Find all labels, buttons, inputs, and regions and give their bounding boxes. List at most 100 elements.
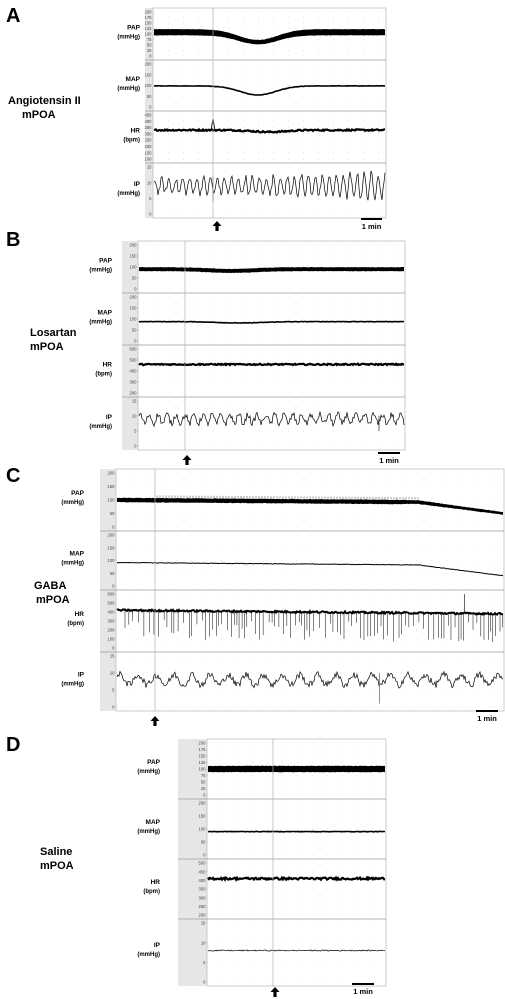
tick-label: 0 xyxy=(112,525,115,530)
track-unit: (mmHg) xyxy=(61,561,84,567)
tick-label: 5 xyxy=(112,688,115,693)
track-unit: (mmHg) xyxy=(137,769,160,775)
trace-ip xyxy=(116,670,504,689)
tick-label: 0 xyxy=(149,105,152,110)
tick-label: 500 xyxy=(108,601,116,606)
axis-strip xyxy=(145,8,153,218)
track-name: MAP xyxy=(70,551,85,558)
track-ip: IP (mmHg) 0 5 10 15 xyxy=(117,162,386,217)
tick-label: 400 xyxy=(108,610,116,615)
track-name: IP xyxy=(154,942,161,949)
track-map: MAP (mmHg) 0 50 100 150 200 xyxy=(89,292,405,344)
trace-hr xyxy=(153,127,386,134)
track-hr: HR (bpm) 200 300 400 500 600 xyxy=(95,344,405,396)
tick-label: 10 xyxy=(132,414,137,419)
trace-map xyxy=(153,84,386,96)
tick-label: 50 xyxy=(110,511,115,516)
panel-caption-line1: Angiotensin II xyxy=(8,95,81,107)
tick-label: 0 xyxy=(203,793,206,798)
panel-letter: B xyxy=(6,229,20,251)
tick-label: 75 xyxy=(147,37,152,42)
track-name: MAP xyxy=(126,76,141,83)
tick-label: 500 xyxy=(199,861,207,866)
tick-label: 5 xyxy=(134,429,137,434)
tick-label: 150 xyxy=(145,72,153,77)
trace-map xyxy=(116,561,504,577)
tick-label: 200 xyxy=(199,913,207,918)
track-name: PAP xyxy=(99,257,113,264)
track-unit: (mmHg) xyxy=(117,191,140,197)
track-unit: (bpm) xyxy=(95,371,112,377)
panel-caption-line2: mPOA xyxy=(36,594,70,606)
tick-label: 400 xyxy=(130,369,138,374)
tick-label: 300 xyxy=(145,131,153,136)
tick-label: 400 xyxy=(145,119,153,124)
time-scale-label: 1 min xyxy=(362,222,382,231)
tick-label: 75 xyxy=(201,773,206,778)
panel-caption-line1: GABA xyxy=(34,580,66,592)
tick-label: 200 xyxy=(108,471,116,476)
track-name: HR xyxy=(151,879,161,886)
panel-d: DSalinemPOAPAP(mmHg)02550751001251501752… xyxy=(6,734,387,997)
tick-label: 200 xyxy=(199,741,207,746)
tick-label: 150 xyxy=(108,545,116,550)
track-unit: (mmHg) xyxy=(137,952,160,958)
trace-ip xyxy=(207,949,386,952)
panel-caption-line1: Losartan xyxy=(30,327,77,339)
tick-label: 350 xyxy=(199,887,207,892)
axis-strip xyxy=(122,241,138,450)
tick-label: 0 xyxy=(149,54,152,59)
track-map: MAP (mmHg) 0 50 100 150 200 xyxy=(137,798,386,858)
trace-pap xyxy=(139,267,404,274)
tick-label: 200 xyxy=(130,391,138,396)
tick-label: 5 xyxy=(203,960,206,965)
trace-pap xyxy=(117,497,503,515)
tick-label: 0 xyxy=(112,584,115,589)
trace-map xyxy=(138,320,404,324)
tick-label: 400 xyxy=(199,878,207,883)
tick-label: 25 xyxy=(201,786,206,791)
track-name: HR xyxy=(103,361,113,368)
tick-label: 0 xyxy=(134,287,137,292)
panel-letter: D xyxy=(6,734,20,756)
tick-label: 200 xyxy=(145,144,153,149)
tick-label: 300 xyxy=(108,619,116,624)
tick-label: 200 xyxy=(130,295,138,300)
tick-label: 150 xyxy=(145,21,153,26)
tick-label: 300 xyxy=(199,895,207,900)
plot-frame xyxy=(152,7,387,219)
track-name: HR xyxy=(131,127,141,134)
track-hr: HR (bpm) 200 250 300 350 400 450 500 xyxy=(143,858,386,918)
injection-arrow-icon xyxy=(182,455,192,465)
tick-label: 175 xyxy=(199,747,207,752)
tick-label: 50 xyxy=(201,840,206,845)
tick-label: 200 xyxy=(130,243,138,248)
tick-label: 125 xyxy=(145,26,153,31)
trace-map xyxy=(207,830,385,833)
track-name: IP xyxy=(78,672,85,679)
tick-label: 500 xyxy=(130,358,138,363)
trace-hr xyxy=(207,875,386,882)
tick-label: 100 xyxy=(108,637,116,642)
track-name: IP xyxy=(106,414,113,421)
time-scale-label: 1 min xyxy=(379,456,399,465)
tick-label: 200 xyxy=(108,533,116,538)
tick-label: 125 xyxy=(199,760,207,765)
tick-label: 50 xyxy=(110,571,115,576)
tick-label: 250 xyxy=(145,138,153,143)
tick-label: 150 xyxy=(130,306,138,311)
track-pap: PAP (mmHg) 0 50 100 150 200 xyxy=(89,243,405,292)
axis-strip xyxy=(178,739,207,986)
track-map: MAP (mmHg) 0 50 100 150 200 xyxy=(117,59,386,110)
tick-label: 25 xyxy=(147,48,152,53)
track-unit: (mmHg) xyxy=(137,829,160,835)
tick-label: 0 xyxy=(203,853,206,858)
injection-arrow-icon xyxy=(150,716,160,726)
track-name: PAP xyxy=(147,759,161,766)
tick-label: 0 xyxy=(203,980,206,985)
time-scale-label: 1 min xyxy=(477,714,497,723)
tick-label: 200 xyxy=(145,10,153,15)
track-name: HR xyxy=(75,611,85,618)
tick-label: 15 xyxy=(132,399,137,404)
